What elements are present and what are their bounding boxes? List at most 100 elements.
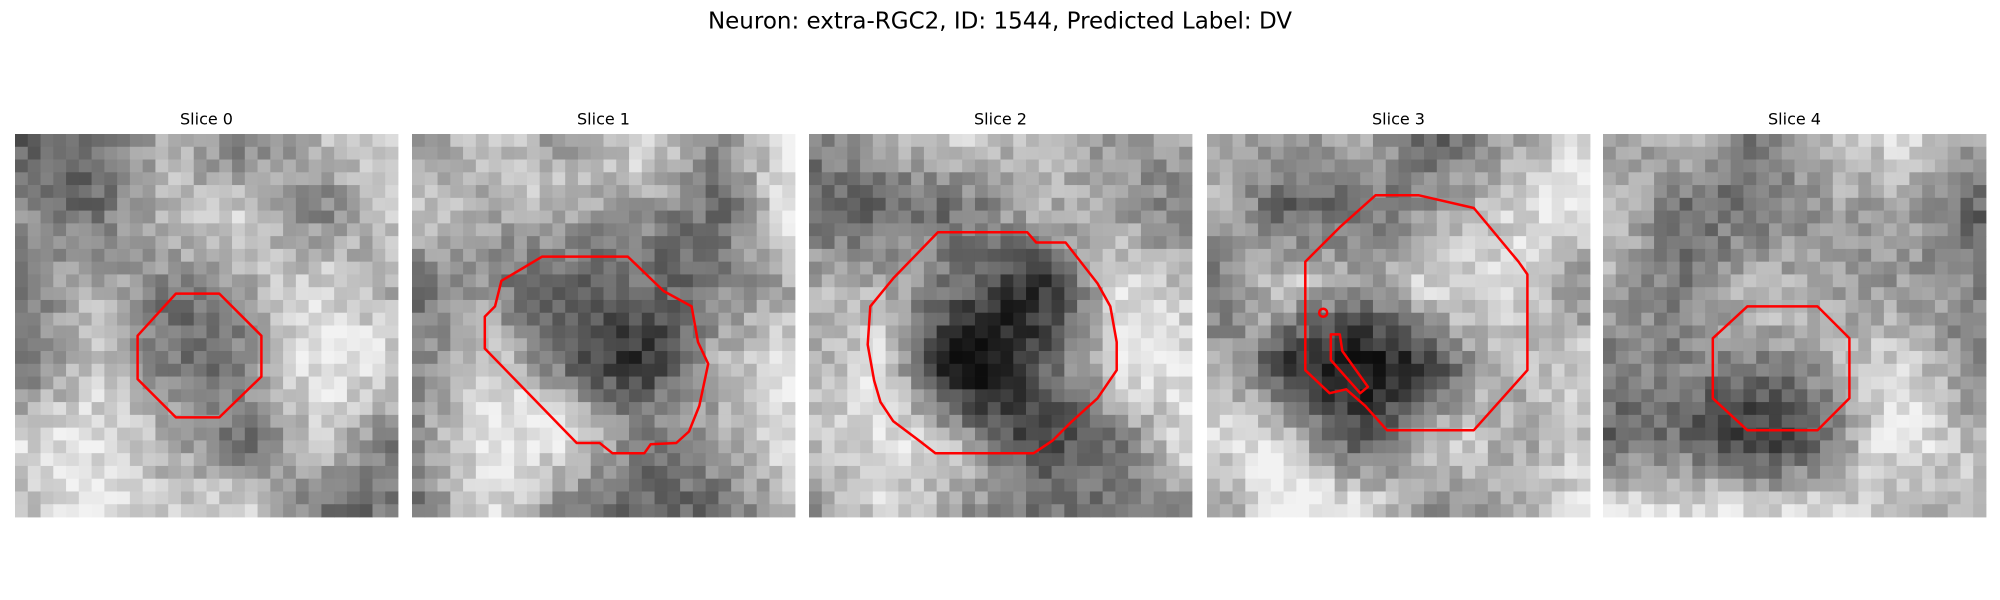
pixel	[923, 274, 938, 288]
pixel	[731, 236, 745, 250]
pixel	[308, 465, 322, 480]
pixel	[219, 274, 233, 288]
pixel	[987, 338, 1001, 352]
pixel	[616, 325, 630, 339]
pixel	[552, 197, 566, 211]
pixel	[1666, 440, 1680, 454]
pixel	[1258, 363, 1272, 377]
pixel	[1603, 440, 1617, 454]
pixel	[1487, 312, 1502, 326]
pixel	[1807, 236, 1821, 250]
pixel	[1283, 491, 1297, 505]
pixel	[1756, 478, 1770, 492]
pixel	[1258, 465, 1272, 480]
pixel	[1628, 248, 1642, 263]
pixel	[1398, 338, 1412, 352]
pixel	[1372, 312, 1387, 326]
pixel	[1871, 504, 1885, 518]
pixel	[1973, 223, 1987, 237]
pixel	[321, 427, 335, 441]
pixel	[1424, 261, 1438, 275]
pixel	[1896, 197, 1910, 211]
pixel	[257, 223, 271, 237]
pixel	[450, 197, 464, 211]
pixel	[1179, 274, 1193, 288]
pixel	[117, 236, 131, 250]
pixel	[53, 402, 67, 416]
pixel	[1832, 440, 1846, 454]
pixel	[295, 287, 310, 301]
pixel	[475, 287, 489, 301]
pixel	[987, 440, 1001, 454]
pixel	[244, 325, 258, 339]
pixel	[667, 453, 681, 467]
pixel	[1526, 402, 1540, 416]
pixel	[987, 376, 1001, 390]
pixel	[27, 376, 41, 390]
pixel	[1909, 185, 1923, 199]
pixel	[680, 210, 694, 224]
pixel	[603, 478, 617, 492]
pixel	[91, 465, 105, 480]
pixel	[1487, 197, 1502, 211]
pixel	[1564, 197, 1578, 211]
pixel	[1858, 261, 1872, 275]
pixel	[1666, 146, 1680, 160]
pixel	[1398, 351, 1412, 365]
pixel	[1973, 287, 1987, 301]
pixel	[1128, 465, 1142, 480]
pixel	[27, 261, 41, 275]
pixel	[321, 299, 335, 314]
pixel	[372, 159, 386, 173]
pixel	[590, 146, 604, 160]
pixel	[1077, 376, 1091, 390]
pixel	[1245, 299, 1259, 314]
pixel	[1679, 478, 1693, 492]
pixel	[987, 261, 1001, 275]
pixel	[680, 338, 694, 352]
pixel	[1436, 478, 1450, 492]
pixel	[1475, 453, 1489, 467]
pixel	[1603, 185, 1617, 199]
pixel	[898, 185, 912, 199]
pixel	[1845, 491, 1859, 505]
pixel	[731, 427, 745, 441]
pixel	[756, 299, 770, 314]
pixel	[1730, 440, 1744, 454]
pixel	[1487, 440, 1502, 454]
pixel	[1922, 478, 1936, 492]
pixel	[1730, 351, 1744, 365]
pixel	[1296, 159, 1310, 173]
pixel	[1102, 363, 1116, 377]
pixel	[1641, 210, 1655, 224]
pixel	[680, 261, 694, 275]
pixel	[1128, 402, 1142, 416]
pixel	[1858, 146, 1872, 160]
pixel	[667, 338, 681, 352]
pixel	[1973, 197, 1987, 211]
pixel	[206, 312, 220, 326]
pixel	[129, 402, 144, 416]
pixel	[155, 261, 169, 275]
pixel	[412, 172, 426, 186]
pixel	[552, 261, 566, 275]
pixel	[104, 465, 118, 480]
pixel	[1768, 287, 1783, 301]
pixel	[1705, 197, 1719, 211]
pixel	[987, 223, 1001, 237]
pixel	[1013, 478, 1027, 492]
pixel	[1538, 465, 1553, 480]
pixel	[1219, 478, 1233, 492]
pixel	[974, 197, 989, 211]
pixel	[1077, 210, 1091, 224]
pixel	[769, 197, 783, 211]
pixel	[1615, 248, 1629, 263]
pixel	[1538, 248, 1553, 263]
pixel	[962, 261, 976, 275]
pixel	[1768, 236, 1783, 250]
pixel	[616, 351, 630, 365]
pixel	[898, 287, 912, 301]
pixel	[1207, 453, 1221, 467]
pixel	[1258, 338, 1272, 352]
pixel	[1564, 440, 1578, 454]
